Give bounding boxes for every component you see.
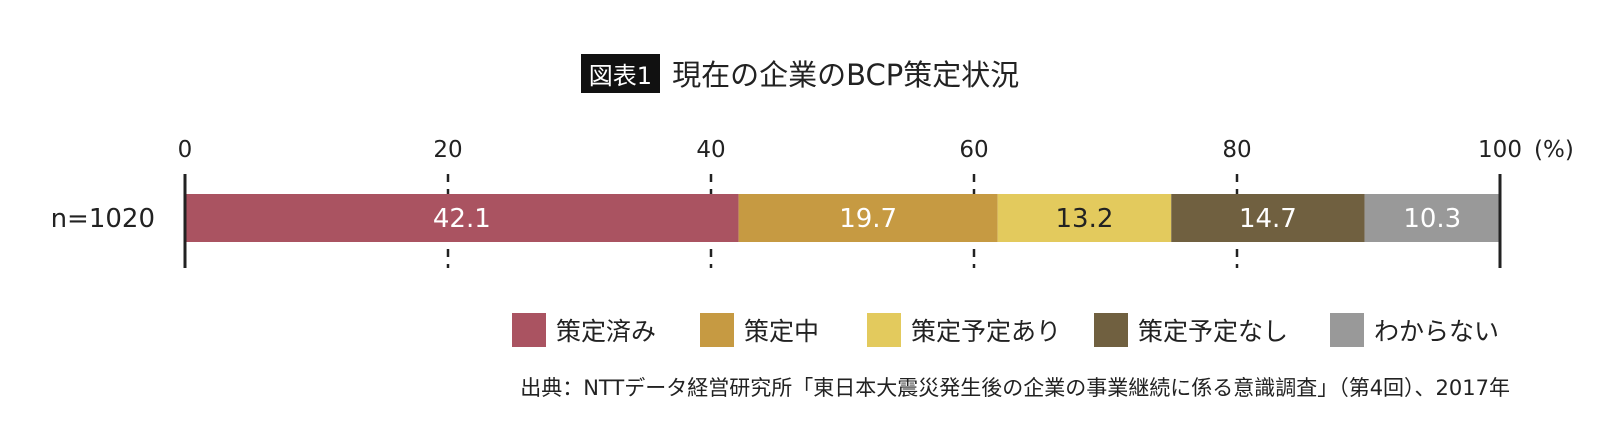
data-label: 19.7 [839, 204, 897, 234]
figure-label: 図表1 [580, 53, 661, 93]
legend-swatch [700, 313, 734, 347]
x-unit-label: (%) [1534, 137, 1574, 163]
legend-label: 策定済み [556, 317, 656, 346]
x-tick-label: 20 [433, 137, 462, 163]
chart-title-block: 図表1 現在の企業のBCP策定状況 [0, 52, 1600, 94]
legend-swatch [1330, 313, 1364, 347]
x-tick-label: 60 [959, 137, 988, 163]
bar-segment [738, 194, 998, 242]
x-tick-label: 40 [696, 137, 725, 163]
data-label: 14.7 [1239, 204, 1297, 234]
data-label: 42.1 [433, 204, 491, 234]
legend-swatch [1094, 313, 1128, 347]
bar-segment [185, 194, 739, 242]
legend-swatch [867, 313, 901, 347]
source-note: 出典：NTTデータ経営研究所「東日本大震災発生後の企業の事業継続に係る意識調査」… [520, 376, 1510, 400]
bar-segment [1364, 194, 1500, 242]
x-tick-label: 80 [1222, 137, 1251, 163]
legend-label: 策定予定なし [1138, 317, 1288, 346]
bar-segment [1171, 194, 1365, 242]
x-tick-label: 100 [1478, 137, 1522, 163]
data-label: 13.2 [1056, 204, 1114, 234]
legend-label: 策定中 [744, 317, 819, 346]
legend-swatch [512, 313, 546, 347]
category-label: n=1020 [51, 204, 155, 234]
chart-title: 現在の企業のBCP策定状況 [672, 58, 1020, 92]
legend-label: わからない [1374, 317, 1499, 346]
bar-segment [997, 194, 1172, 242]
x-tick-label: 0 [178, 137, 193, 163]
data-label: 10.3 [1403, 204, 1461, 234]
legend-label: 策定予定あり [911, 317, 1061, 346]
